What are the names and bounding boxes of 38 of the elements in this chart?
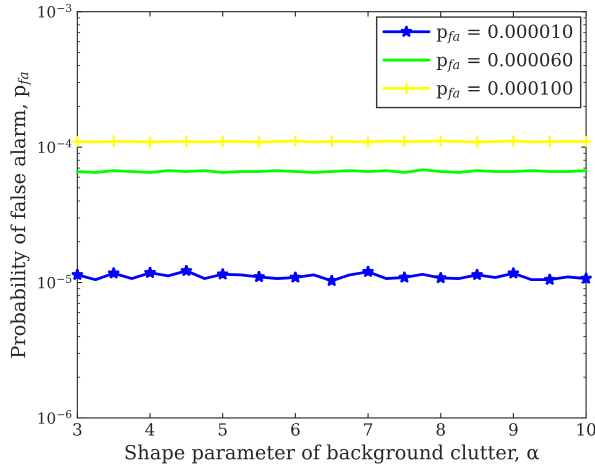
x-tick-label: 7 xyxy=(364,423,372,436)
point xyxy=(470,135,484,149)
point xyxy=(143,135,157,149)
x-tick-label: 8 xyxy=(436,423,445,436)
x-tick-label: 3 xyxy=(73,423,82,436)
x-tick-label: 4 xyxy=(145,423,154,436)
point xyxy=(361,135,375,149)
point xyxy=(434,271,448,284)
point xyxy=(252,270,266,282)
point xyxy=(144,266,156,278)
point xyxy=(252,135,266,149)
x-tick-label: 9 xyxy=(509,423,518,436)
point xyxy=(470,268,484,280)
y-tick-label: 10$^{−5}$ xyxy=(38,274,72,288)
point xyxy=(180,264,193,276)
point xyxy=(216,268,230,280)
point xyxy=(580,272,592,284)
x-tick-label: 5 xyxy=(218,423,227,436)
legend-label: p$_{fa}$ = 0.000060 xyxy=(436,52,572,72)
y-tick-label: 10$^{−6}$ xyxy=(38,410,72,424)
point xyxy=(289,270,302,284)
point xyxy=(507,266,520,279)
point xyxy=(71,268,84,280)
y-tick-label: 10$^{−4}$ xyxy=(38,139,72,154)
legend-label: p$_{fa}$ = 0.000100 xyxy=(436,81,572,100)
point xyxy=(506,134,520,148)
x-axis-title: Shape parameter of background clutter, α xyxy=(126,444,539,464)
point xyxy=(107,266,120,279)
point xyxy=(398,270,411,284)
legend-label: p$_{fa}$ = 0.000010 xyxy=(436,24,572,44)
x-tick-label: 6 xyxy=(291,423,300,436)
point xyxy=(362,265,374,278)
point xyxy=(325,274,338,286)
y-tick-label: 10$^{−3}$ xyxy=(38,4,72,18)
point xyxy=(434,134,448,148)
point xyxy=(543,273,556,286)
point xyxy=(288,134,302,148)
y-axis-title: Probability of false alarm, p$_{fa}$ xyxy=(10,72,32,358)
